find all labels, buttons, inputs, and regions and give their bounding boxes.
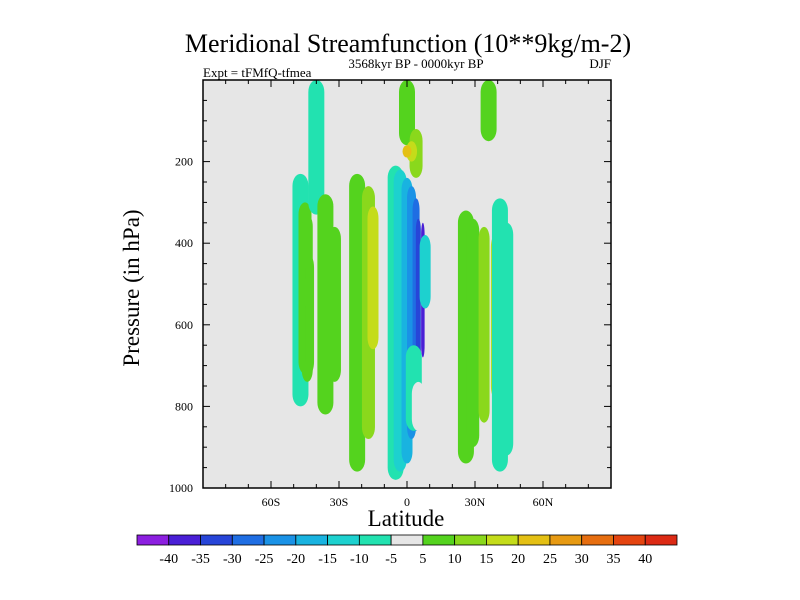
x-tick-label: 60N: [533, 495, 554, 509]
y-tick-label: 600: [175, 318, 193, 332]
colorbar-swatch: [231, 534, 265, 546]
x-tick-label: 0: [404, 495, 410, 509]
colorbar: -40 -35 -30 -25 -20 -15 -10 -5 5 10 15 20 25 30 35 40: [136, 534, 678, 567]
colorbar-label: 25: [543, 552, 557, 567]
colorbar-label: 15: [479, 552, 493, 567]
colorbar-swatch: [581, 534, 614, 546]
y-tick-label: 200: [175, 155, 193, 169]
colorbar-label: 10: [448, 552, 462, 567]
colorbar-label: -25: [255, 552, 274, 567]
colorbar-label: -5: [385, 552, 397, 567]
colorbar-swatch: [263, 534, 297, 546]
y-axis-label: Pressure (in hPa): [119, 209, 144, 366]
colorbar-swatch: [295, 534, 328, 546]
colorbar-label: 5: [419, 552, 426, 567]
colorbar-swatch: [613, 534, 646, 546]
y-tick-label: 1000: [169, 481, 193, 495]
colorbar-label: 35: [606, 552, 620, 567]
x-tick-label: 60S: [262, 495, 281, 509]
colorbar-swatch: [454, 534, 487, 546]
x-tick-label: 30S: [330, 495, 349, 509]
colorbar-swatch: [358, 534, 392, 546]
contour-region-8-level-1: [500, 222, 514, 456]
colorbar-label: 40: [638, 552, 652, 567]
contour-region-6-level-0: [399, 80, 415, 146]
y-tick-label: 800: [175, 399, 193, 413]
chart-subtitle-right: DJF: [589, 56, 611, 71]
colorbar-label: 20: [511, 552, 525, 567]
contour-region-9-level-0: [480, 80, 497, 142]
contour-region-3-level-0: [349, 173, 366, 472]
contour-region-7-level-2: [478, 226, 490, 423]
colorbar-label: -20: [286, 552, 305, 567]
colorbar-label: -15: [318, 552, 337, 567]
x-axis-label: Latitude: [368, 506, 445, 531]
colorbar-swatch: [517, 534, 551, 546]
colorbar-swatch: [200, 534, 233, 546]
contour-region-5-level-1: [411, 381, 425, 431]
colorbar-swatch: [422, 534, 456, 546]
chart-subtitle-center: 3568kyr BP - 0000kyr BP: [348, 56, 483, 71]
plot-area: 60S 30S 0 30N 60N 200 400 600 800 1000: [169, 79, 612, 509]
contour-region-3-level-2: [367, 206, 379, 350]
colorbar-swatch: [327, 534, 360, 546]
colorbar-swatch: [136, 534, 170, 546]
x-tick-label: 30N: [465, 495, 486, 509]
colorbar-label: -30: [223, 552, 242, 567]
contour-region-0-level-3: [305, 255, 315, 374]
chart-title: Meridional Streamfunction (10**9kg/m-2): [185, 29, 631, 58]
colorbar-label: -35: [191, 552, 210, 567]
contour-region-6-level-3: [402, 145, 412, 158]
chart-subtitle-left: Expt = tFMfQ-tfmea: [203, 65, 312, 80]
colorbar-swatch: [549, 534, 583, 546]
y-tick-label: 400: [175, 236, 193, 250]
contour-region-5-level-2: [419, 235, 431, 309]
colorbar-swatch: [644, 534, 678, 546]
contour-region-0-level-4: [303, 275, 311, 309]
colorbar-swatch: [390, 534, 424, 546]
contour-region-7-level-1: [466, 218, 480, 448]
colorbar-label: 30: [575, 552, 589, 567]
colorbar-swatch: [486, 534, 519, 546]
colorbar-label: -40: [159, 552, 178, 567]
contour-region-1-level-0: [308, 80, 325, 215]
colorbar-swatch: [168, 534, 201, 546]
contour-region-2-level-1: [327, 226, 341, 382]
colorbar-label: -10: [350, 552, 369, 567]
